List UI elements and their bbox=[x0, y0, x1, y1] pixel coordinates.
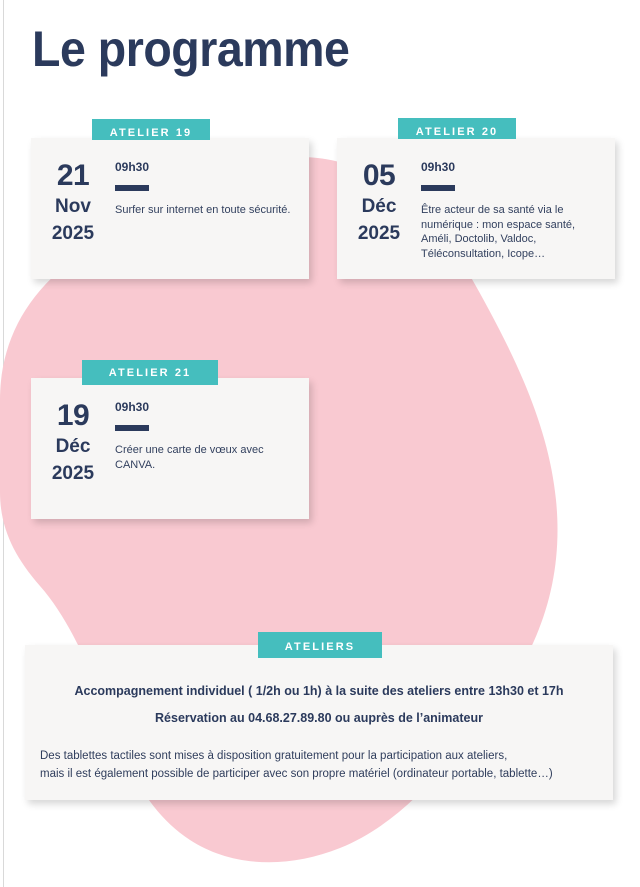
workshop-tab-label: ATELIER 20 bbox=[415, 126, 499, 138]
info-note-line-2: mais il est également possible de partic… bbox=[40, 768, 553, 780]
workshop-tab-3[interactable]: ATELIER 21 bbox=[82, 360, 218, 385]
workshop-tab-label: ATELIER 19 bbox=[109, 127, 193, 139]
workshop-month: Déc bbox=[55, 436, 91, 457]
workshop-year: 2025 bbox=[357, 223, 401, 244]
workshop-divider-rule bbox=[421, 185, 455, 191]
workshop-year: 2025 bbox=[51, 223, 95, 244]
workshop-time: 09h30 bbox=[115, 160, 150, 174]
workshop-day: 21 bbox=[56, 159, 90, 192]
page-title: Le programme bbox=[32, 21, 350, 77]
workshop-card-2[interactable]: 05 Déc 2025 09h30 Être acteur de sa sant… bbox=[337, 138, 615, 279]
workshop-month: Déc bbox=[361, 196, 397, 217]
workshop-day: 19 bbox=[56, 399, 90, 432]
workshop-tab-1[interactable]: ATELIER 19 bbox=[92, 119, 210, 140]
workshop-divider-rule bbox=[115, 425, 149, 431]
workshop-description: Créer une carte de vœux avec CANVA. bbox=[115, 444, 264, 471]
workshop-date-2: 05 Déc 2025 bbox=[337, 138, 421, 247]
workshop-card-3[interactable]: 19 Déc 2025 09h30 Créer une carte de vœu… bbox=[31, 378, 309, 519]
info-panel: Accompagnement individuel ( 1/2h ou 1h) … bbox=[25, 645, 613, 800]
workshop-divider-rule bbox=[115, 185, 149, 191]
workshop-card-1[interactable]: 21 Nov 2025 09h30 Surfer sur internet en… bbox=[31, 138, 309, 279]
info-panel-tab[interactable]: ATELIERS bbox=[258, 632, 382, 658]
workshop-date-3: 19 Déc 2025 bbox=[31, 378, 115, 487]
workshop-time: 09h30 bbox=[115, 400, 150, 414]
workshop-month: Nov bbox=[55, 196, 91, 217]
info-note: Des tablettes tactiles sont mises à disp… bbox=[40, 747, 606, 783]
workshop-tab-label: ATELIER 21 bbox=[108, 367, 192, 379]
workshop-day: 05 bbox=[362, 159, 396, 192]
workshop-description: Surfer sur internet en toute sécurité. bbox=[115, 204, 291, 216]
workshop-date-1: 21 Nov 2025 bbox=[31, 138, 115, 247]
info-panel-tab-label: ATELIERS bbox=[284, 641, 356, 653]
workshop-description: Être acteur de sa santé via le numérique… bbox=[421, 204, 576, 260]
workshop-time: 09h30 bbox=[421, 160, 456, 174]
workshop-year: 2025 bbox=[51, 463, 95, 484]
workshop-tab-2[interactable]: ATELIER 20 bbox=[398, 118, 516, 139]
info-note-line-1: Des tablettes tactiles sont mises à disp… bbox=[40, 750, 508, 762]
info-reservation-line: Réservation au 04.68.27.89.80 ou auprès … bbox=[155, 711, 483, 725]
info-accompaniment-line: Accompagnement individuel ( 1/2h ou 1h) … bbox=[74, 684, 564, 698]
